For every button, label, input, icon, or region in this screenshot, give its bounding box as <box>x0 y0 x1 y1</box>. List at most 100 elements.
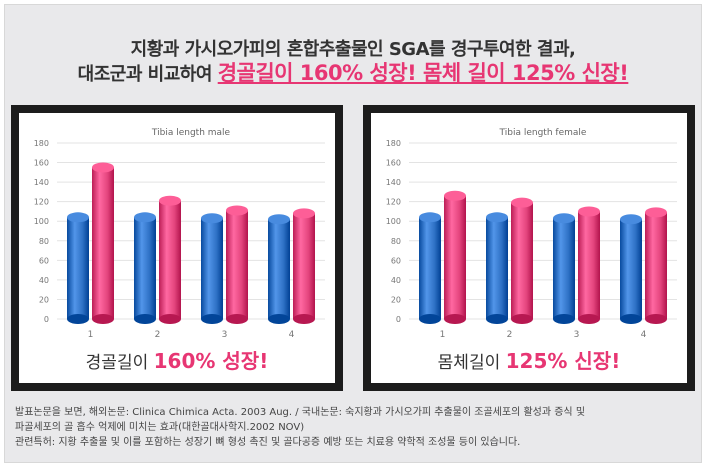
chart-panel-female: Tibia length female 0 20 40 60 80 100 120 140 160… <box>363 105 695 391</box>
y-tick-label: 20 <box>39 295 49 304</box>
bar-base <box>578 314 600 324</box>
bar-body <box>159 200 181 319</box>
bar-series2-cat2 <box>511 197 533 324</box>
y-tick-label: 40 <box>391 276 401 285</box>
y-tick-label: 120 <box>34 198 49 207</box>
bar-top <box>511 197 533 208</box>
y-tick-label: 180 <box>386 139 401 148</box>
bar-top <box>486 212 508 223</box>
chart-panel-male: Tibia length male 0 20 40 60 80 100 120 140 160 18… <box>11 105 343 391</box>
chart-card-male: Tibia length male 0 20 40 60 80 100 120 140 160 18… <box>19 113 335 383</box>
bar-base <box>486 314 508 324</box>
bar-body <box>92 167 114 319</box>
bar-top <box>620 214 642 225</box>
bar-body <box>444 195 466 319</box>
y-tick-label: 180 <box>34 139 49 148</box>
bar-body <box>67 217 89 319</box>
caption-male: 경골길이 160% 성장! <box>19 345 335 374</box>
bar-series2-cat3 <box>226 205 248 324</box>
y-tick-label: 140 <box>386 178 401 187</box>
caption-female-value: 125% 신장! <box>505 349 621 373</box>
bar-top <box>92 162 114 173</box>
bar-body <box>268 219 290 319</box>
headline-prefix: 대조군과 비교하여 <box>77 64 213 85</box>
bar-series1-cat1 <box>419 212 441 324</box>
y-tick-label: 20 <box>391 295 401 304</box>
bar-top <box>293 208 315 219</box>
x-tick-label: 4 <box>641 330 647 340</box>
bar-top <box>645 207 667 218</box>
bar-body <box>226 210 248 319</box>
bar-base <box>201 314 223 324</box>
y-tick-label: 40 <box>39 276 49 285</box>
bar-body <box>620 219 642 319</box>
bar-series2-cat2 <box>159 195 181 324</box>
caption-male-text: 경골길이 <box>85 353 149 373</box>
bar-top <box>67 212 89 223</box>
y-tick-label: 80 <box>391 237 401 246</box>
bar-body <box>134 217 156 319</box>
bar-base <box>134 314 156 324</box>
y-tick-label: 60 <box>391 256 401 265</box>
bar-top <box>159 195 181 206</box>
footnote-line2: 파골세포의 골 흡수 억제에 미치는 효과(대한골대사학지.2002 NOV) <box>15 422 305 433</box>
bar-body <box>293 213 315 319</box>
y-tick-label: 100 <box>34 217 49 226</box>
bar-top <box>134 212 156 223</box>
bar-base <box>92 314 114 324</box>
bar-series1-cat3 <box>553 213 575 324</box>
bar-top <box>226 205 248 216</box>
y-tick-label: 140 <box>34 178 49 187</box>
bar-base <box>293 314 315 324</box>
bar-base <box>645 314 667 324</box>
chart-title: Tibia length female <box>499 128 587 138</box>
chart-title: Tibia length male <box>151 128 231 138</box>
footnote: 발표논문을 보면, 해외논문: Clinica Chimica Acta. 20… <box>15 405 695 450</box>
bar-series2-cat1 <box>444 190 466 324</box>
bar-base <box>553 314 575 324</box>
footnote-line1: 발표논문을 보면, 해외논문: Clinica Chimica Acta. 20… <box>15 407 586 418</box>
bar-body <box>486 217 508 319</box>
headline-line1: 지황과 가시오가피의 혼합추출물인 SGA를 경구투여한 결과, <box>130 39 576 60</box>
caption-female: 몸체길이 125% 신장! <box>371 345 687 374</box>
bar-body <box>645 212 667 319</box>
caption-female-text: 몸체길이 <box>437 353 501 373</box>
bar-body <box>553 218 575 319</box>
y-tick-label: 80 <box>39 237 49 246</box>
bar-top <box>444 190 466 201</box>
bar-series1-cat3 <box>201 213 223 324</box>
x-tick-label: 3 <box>222 330 228 340</box>
bar-series1-cat2 <box>134 212 156 324</box>
chart-male: Tibia length male 0 20 40 60 80 100 120 140 160 18… <box>34 128 325 340</box>
bar-series1-cat1 <box>67 212 89 324</box>
y-tick-label: 100 <box>386 217 401 226</box>
bar-body <box>511 202 533 319</box>
x-tick-label: 2 <box>507 330 513 340</box>
bar-base <box>268 314 290 324</box>
bar-series2-cat1 <box>92 162 114 324</box>
bar-body <box>578 211 600 319</box>
bar-series2-cat3 <box>578 206 600 324</box>
y-tick-label: 60 <box>39 256 49 265</box>
bar-series1-cat4 <box>268 214 290 324</box>
bar-top <box>419 212 441 223</box>
x-tick-label: 4 <box>289 330 295 340</box>
bar-top <box>268 214 290 225</box>
bar-base <box>67 314 89 324</box>
header: 지황과 가시오가피의 혼합추출물인 SGA를 경구투여한 결과, 대조군과 비교… <box>5 5 701 105</box>
infographic: 지황과 가시오가피의 혼합추출물인 SGA를 경구투여한 결과, 대조군과 비교… <box>4 4 702 463</box>
bar-base <box>620 314 642 324</box>
y-tick-label: 160 <box>34 159 49 168</box>
y-tick-label: 120 <box>386 198 401 207</box>
chart-female: Tibia length female 0 20 40 60 80 100 120 140 160… <box>386 128 677 340</box>
bar-base <box>511 314 533 324</box>
bar-base <box>419 314 441 324</box>
x-tick-label: 1 <box>440 330 446 340</box>
footnote-line3: 관련특허: 지황 추출물 및 이를 포함하는 성장기 뼈 형성 촉진 및 골다공… <box>15 437 521 448</box>
chart-card-female: Tibia length female 0 20 40 60 80 100 120 140 160… <box>371 113 687 383</box>
headline-highlight: 경골길이 160% 성장! 몸체 길이 125% 신장! <box>217 61 629 85</box>
bar-body <box>201 218 223 319</box>
headline-line2: 대조군과 비교하여 경골길이 160% 성장! 몸체 길이 125% 신장! <box>5 57 701 87</box>
bar-base <box>226 314 248 324</box>
x-tick-label: 3 <box>574 330 580 340</box>
